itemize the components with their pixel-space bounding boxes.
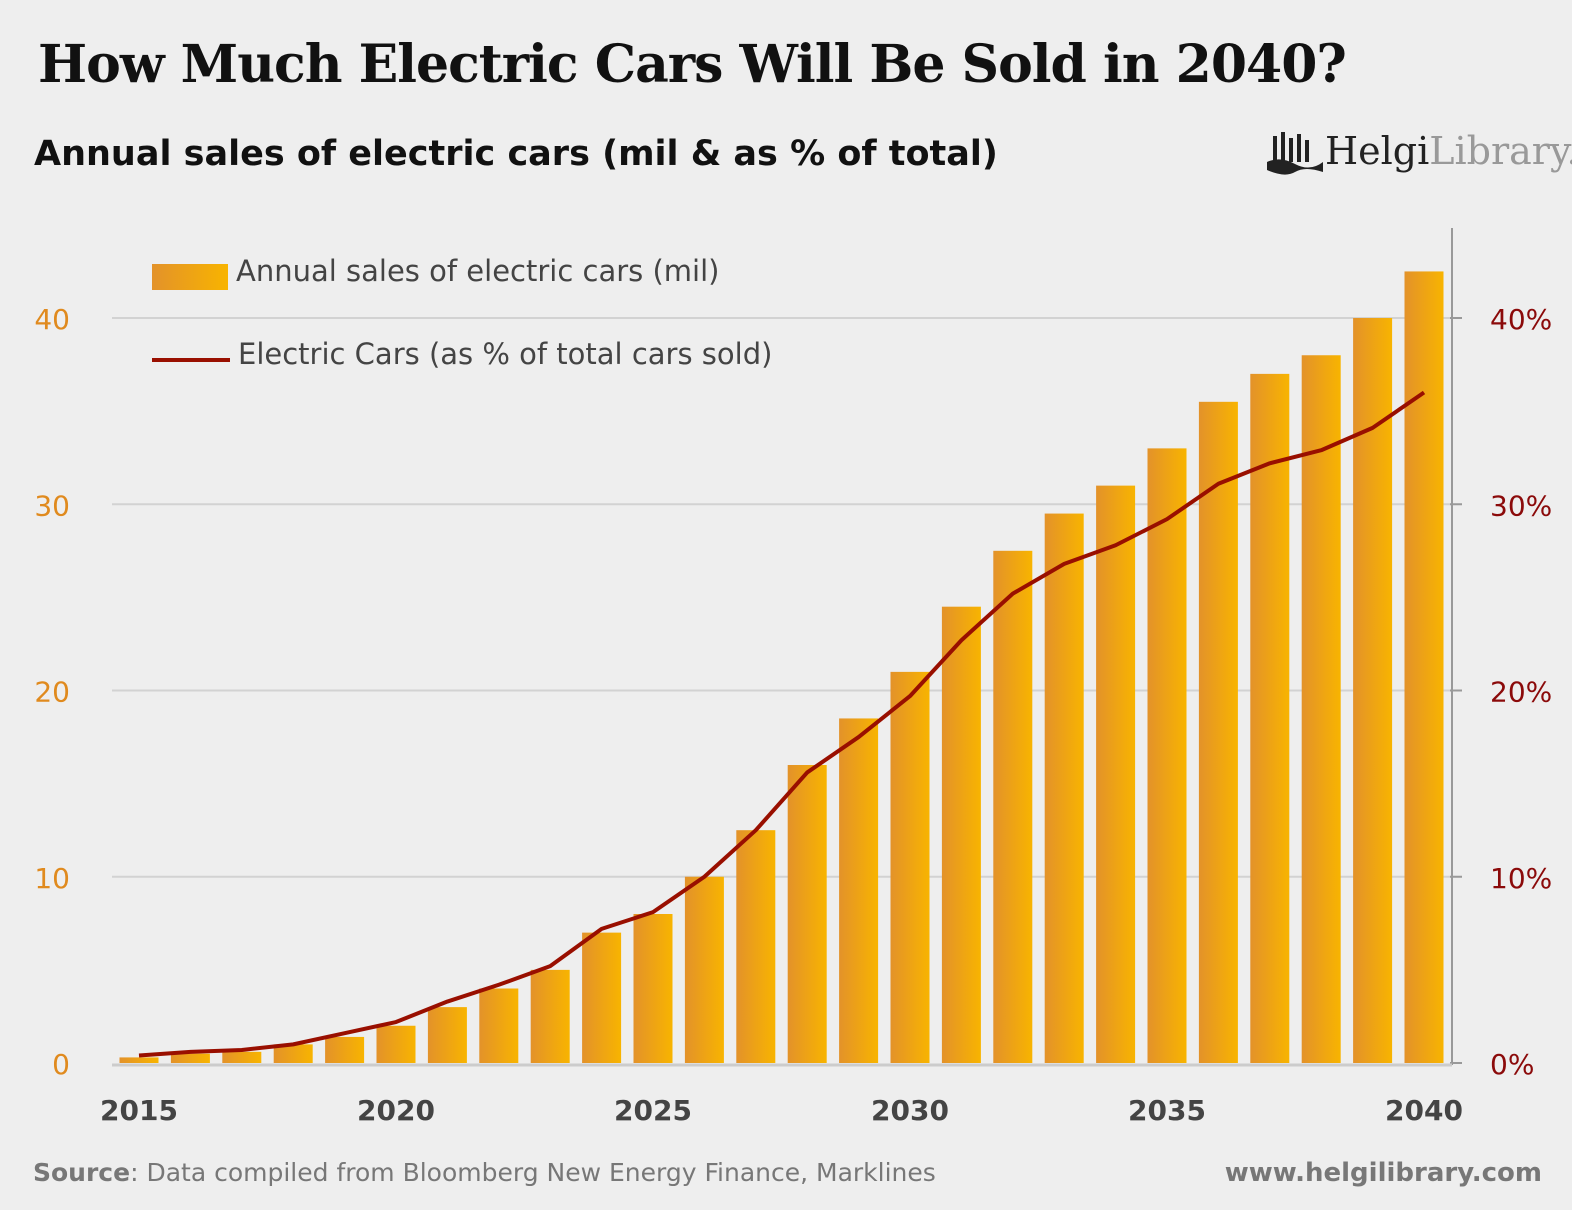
- bar-2035: [1147, 448, 1187, 1063]
- website-link[interactable]: www.helgilibrary.com: [1224, 1158, 1542, 1188]
- y-right-tick-label: 30%: [1490, 489, 1552, 522]
- bar-2024: [582, 932, 622, 1063]
- bar-2016: [170, 1053, 210, 1063]
- legend-label-line: Electric Cars (as % of total cars sold): [238, 337, 772, 371]
- bar-2036: [1198, 401, 1238, 1063]
- bar-2018: [273, 1044, 313, 1063]
- helgi-library-logo: Helgi Library.: [1265, 126, 1572, 176]
- bar-2021: [427, 1007, 467, 1063]
- bar-2039: [1353, 318, 1393, 1063]
- bar-2030: [890, 671, 930, 1063]
- source-note: Source: Data compiled from Bloomberg New…: [33, 1158, 936, 1187]
- bar-2019: [325, 1036, 365, 1063]
- bar-2027: [736, 830, 776, 1063]
- logo-text-helgi: Helgi: [1325, 129, 1430, 173]
- page-title: How Much Electric Cars Will Be Sold in 2…: [38, 34, 1347, 95]
- y-left-tick-label: 0: [52, 1048, 70, 1081]
- bar-2017: [222, 1051, 262, 1063]
- bar-2022: [479, 988, 519, 1063]
- x-tick-label: 2040: [1385, 1094, 1463, 1127]
- source-label: Source: [33, 1158, 131, 1187]
- chart-subtitle: Annual sales of electric cars (mil & as …: [34, 134, 998, 174]
- bar-2028: [787, 765, 827, 1063]
- x-tick-label: 2025: [614, 1094, 692, 1127]
- legend-swatch-bar: [152, 264, 228, 290]
- y-right-tick-label: 0%: [1490, 1048, 1534, 1081]
- legend-label-bar: Annual sales of electric cars (mil): [236, 254, 719, 288]
- y-left-tick-label: 30: [34, 489, 70, 522]
- bar-2038: [1301, 355, 1341, 1063]
- y-left-tick-label: 20: [34, 676, 70, 709]
- x-tick-label: 2030: [871, 1094, 949, 1127]
- bar-2031: [941, 606, 981, 1063]
- logo-building-icon: [1267, 132, 1323, 175]
- bar-2037: [1250, 373, 1290, 1063]
- bar-2029: [839, 718, 879, 1063]
- bar-2025: [633, 914, 673, 1063]
- y-left-tick-label: 40: [34, 303, 70, 336]
- bar-2032: [993, 550, 1033, 1063]
- percent-line: [138, 390, 1426, 1058]
- x-tick-label: 2020: [357, 1094, 435, 1127]
- bar-2023: [530, 969, 570, 1063]
- x-tick-label: 2035: [1128, 1094, 1206, 1127]
- y-right-tick-label: 10%: [1490, 862, 1552, 895]
- y-right-tick-label: 20%: [1490, 676, 1552, 709]
- bar-2033: [1044, 513, 1084, 1063]
- bar-2026: [684, 876, 724, 1063]
- bar-2040: [1404, 271, 1444, 1063]
- y-right-tick-label: 40%: [1490, 303, 1552, 336]
- bar-2034: [1096, 485, 1136, 1063]
- bar-2015: [119, 1057, 159, 1063]
- logo-text-library: Library.: [1429, 129, 1572, 173]
- x-tick-label: 2015: [100, 1094, 178, 1127]
- bar-2020: [376, 1025, 416, 1063]
- y-left-tick-label: 10: [34, 862, 70, 895]
- source-text: : Data compiled from Bloomberg New Energ…: [130, 1158, 936, 1187]
